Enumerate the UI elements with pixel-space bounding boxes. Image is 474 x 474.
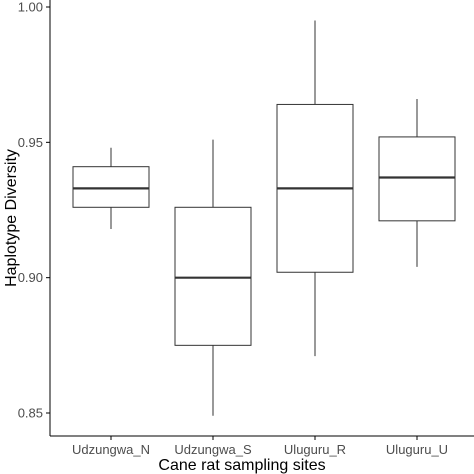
box-Udzungwa_N [72, 147, 150, 229]
x-axis-title: Cane rat sampling sites [158, 457, 325, 474]
x-tick-label: Uluguru_R [284, 442, 346, 457]
y-axis-title: Haplotype Diversity [3, 149, 20, 287]
box-iqr [174, 206, 252, 346]
y-tick-label: 0.95 [18, 135, 43, 150]
y-tick-label: 0.85 [18, 406, 43, 421]
boxes [72, 20, 456, 416]
box-iqr [72, 166, 150, 208]
y-tick-label: 1.00 [18, 0, 43, 15]
box-iqr [378, 136, 456, 222]
box-Uluguru_U [378, 99, 456, 267]
x-axis: Udzungwa_N Udzungwa_S Uluguru_R Uluguru_U [50, 435, 474, 457]
x-tick-label: Udzungwa_S [174, 442, 252, 457]
x-tick-label: Udzungwa_N [72, 442, 150, 457]
box-Uluguru_R [276, 20, 354, 357]
x-tick-label: Uluguru_U [386, 442, 448, 457]
box-Udzungwa_S [174, 139, 252, 416]
y-axis: 0.85 0.90 0.95 1.00 [18, 0, 51, 436]
y-tick-label: 0.90 [18, 270, 43, 285]
